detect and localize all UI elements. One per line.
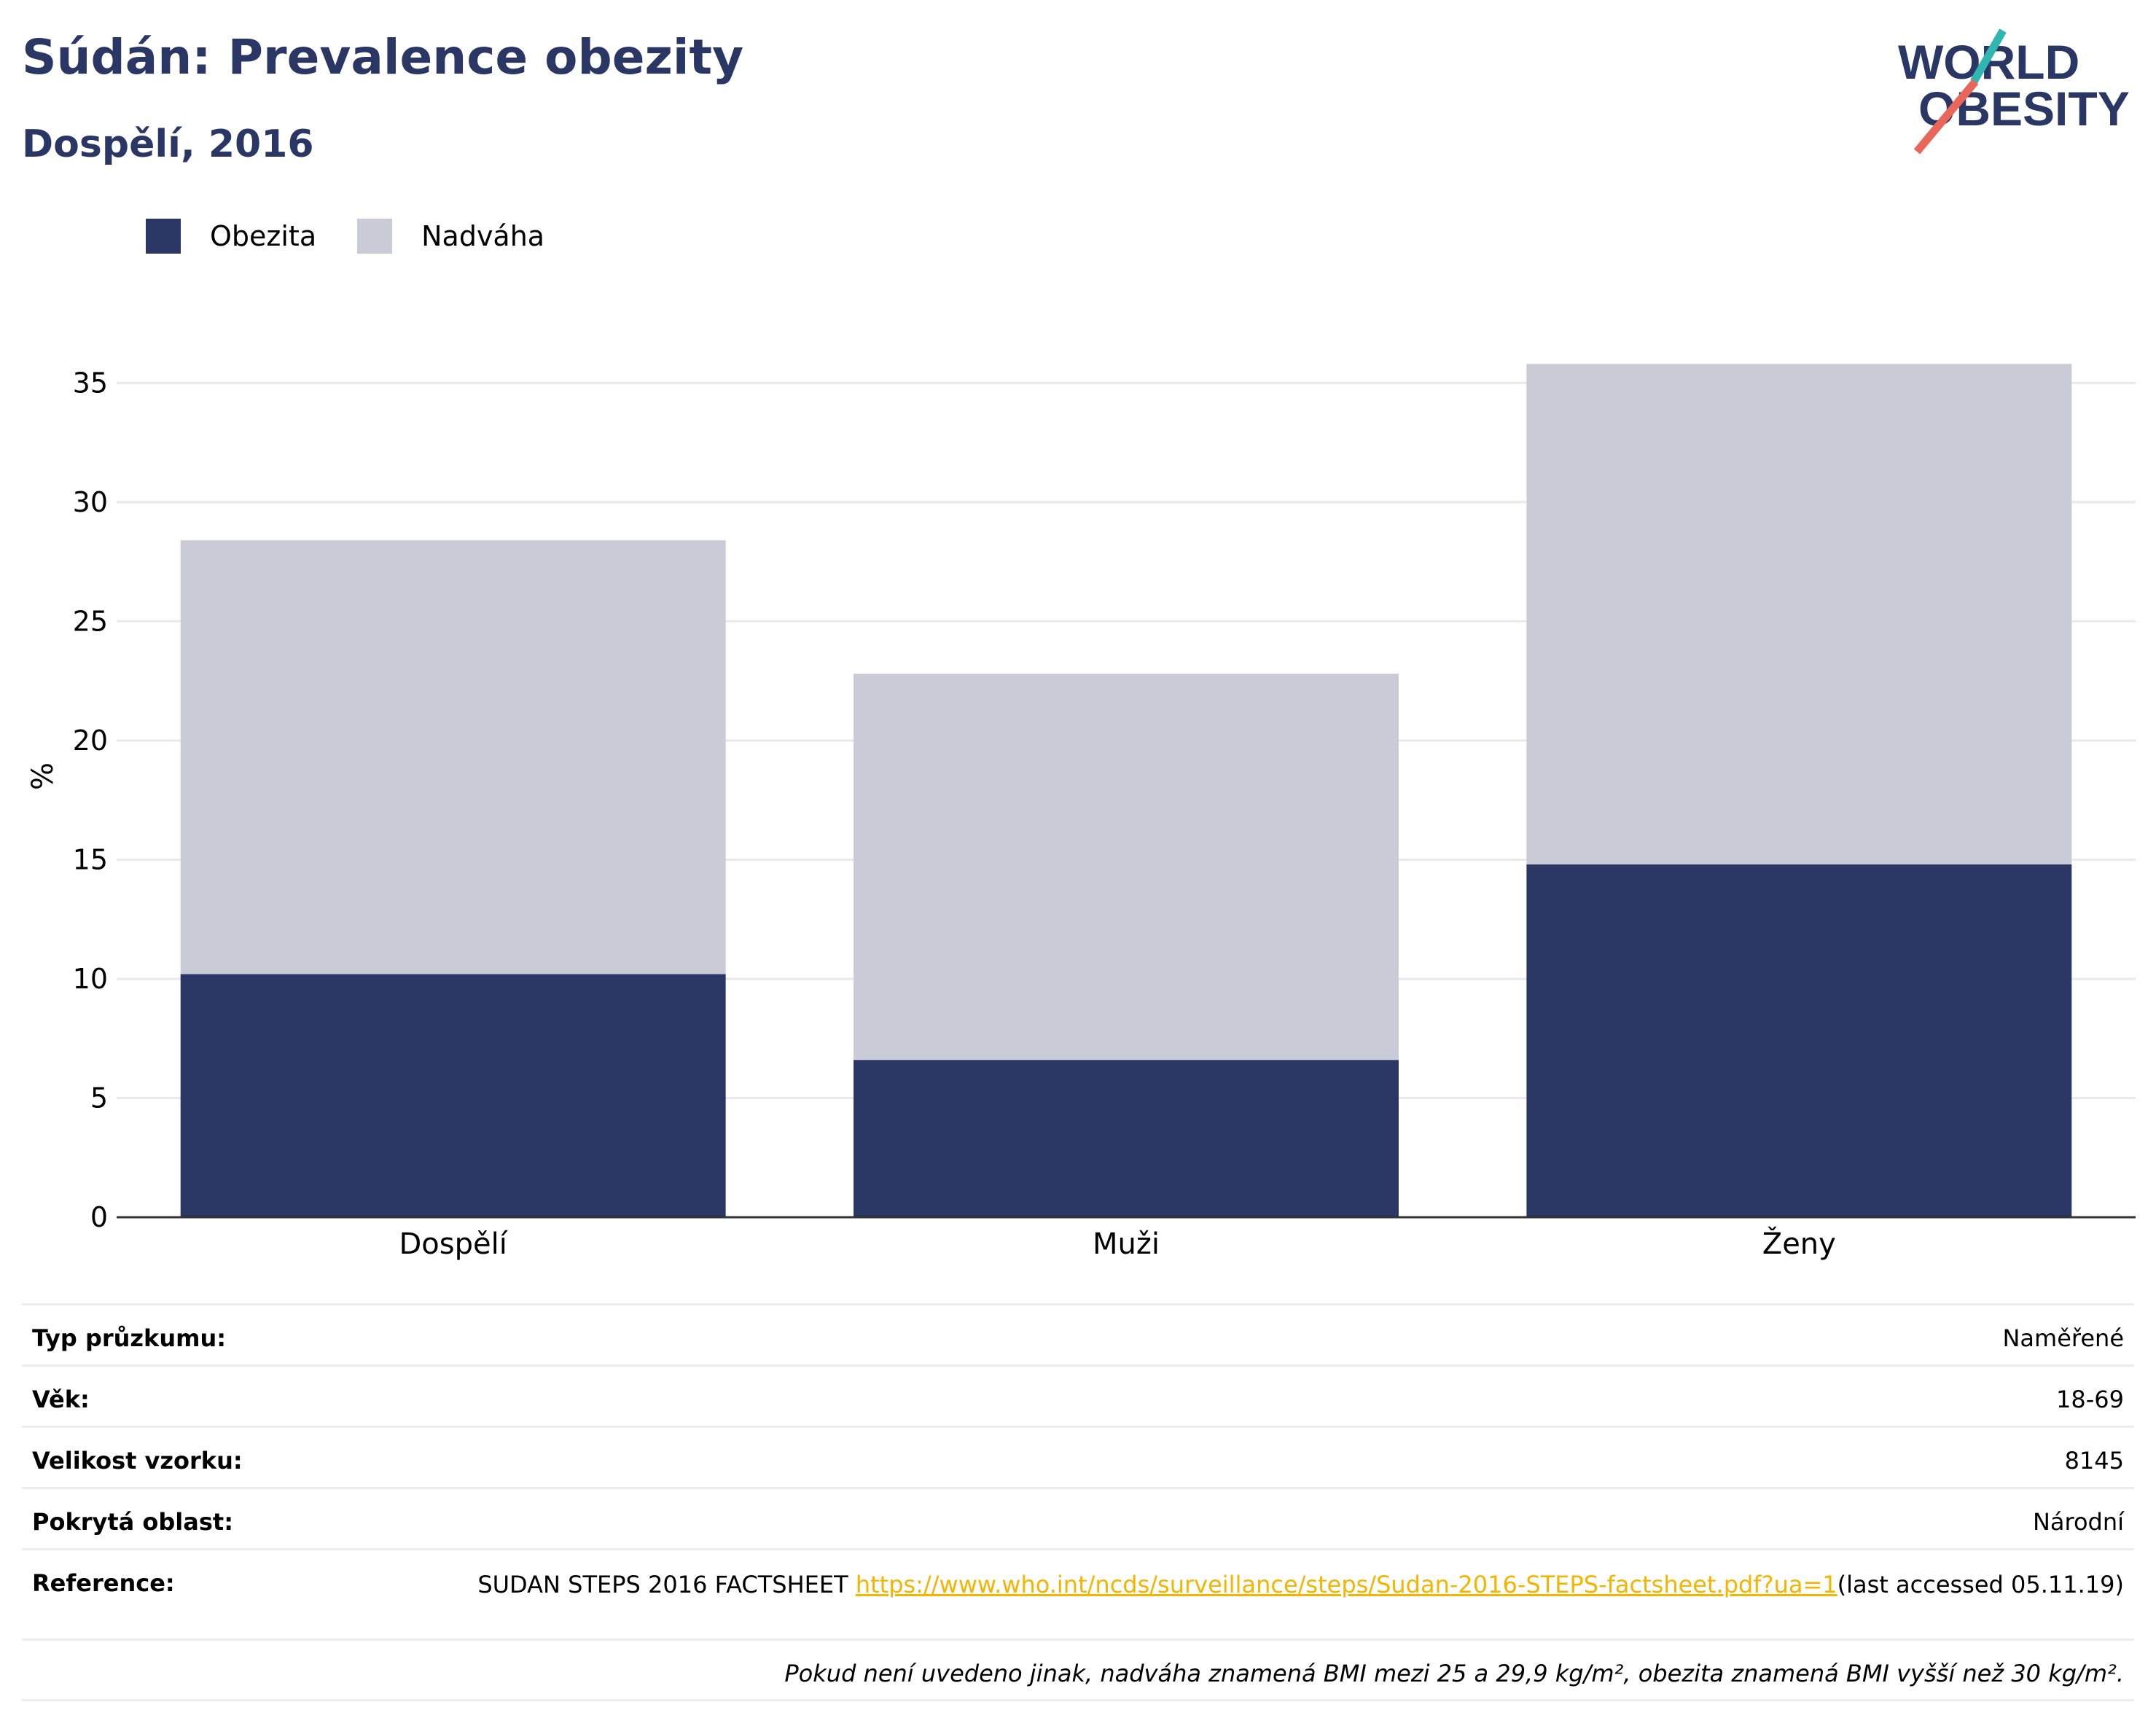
legend-label-obesity: Obezita [210,220,317,252]
meta-key: Typ průzkumu: [32,1324,227,1352]
meta-row-sample-size: Velikost vzorku: 8145 [22,1426,2134,1487]
meta-row-reference: Reference: SUDAN STEPS 2016 FACTSHEET ht… [22,1548,2134,1639]
y-tick-label: 15 [73,843,108,875]
survey-info-table: Typ průzkumu: Naměřené Věk: 18-69 Veliko… [22,1303,2134,1701]
legend-label-overweight: Nadváha [421,220,545,252]
reference-link[interactable]: https://www.who.int/ncds/surveillance/st… [855,1571,1837,1598]
legend-swatch-obesity [146,219,181,254]
meta-row-note: Pokud není uvedeno jinak, nadváha znamen… [22,1639,2134,1701]
world-obesity-logo: WORLD OBESITY [1898,29,2130,155]
page-title: Súdán: Prevalence obezity [22,29,744,85]
reference-suffix: (last accessed 05.11.19) [1837,1571,2124,1598]
reference-text: SUDAN STEPS 2016 FACTSHEET [477,1571,856,1598]
y-axis-label: % [26,762,60,790]
meta-key: Věk: [32,1386,90,1413]
y-tick-label: 10 [73,963,108,995]
meta-value: Naměřené [2002,1324,2124,1352]
bar-overweight [180,540,726,975]
meta-value: 18-69 [2056,1386,2124,1413]
meta-row-survey-type: Typ průzkumu: Naměřené [22,1303,2134,1364]
meta-key: Reference: [32,1569,175,1597]
y-tick-label: 35 [73,367,108,399]
meta-value: Národní [2032,1508,2124,1536]
meta-value: 8145 [2064,1447,2124,1475]
y-tick-label: 20 [73,725,108,757]
meta-key: Velikost vzorku: [32,1447,243,1475]
y-tick-label: 5 [90,1082,108,1114]
legend-item-overweight[interactable]: Nadváha [357,219,544,254]
chart-legend: Obezita Nadváha [146,219,585,254]
logo-slash-coral [1913,79,1979,155]
legend-swatch-overweight [357,219,393,254]
bar-overweight [1526,364,2072,864]
y-tick-label: 30 [73,486,108,518]
bmi-note: Pokud není uvedeno jinak, nadváha znamen… [784,1660,2124,1687]
meta-key: Pokrytá oblast: [32,1508,233,1536]
y-tick-label: 0 [90,1201,108,1233]
x-tick-label: Muži [1093,1227,1160,1261]
page-subtitle: Dospělí, 2016 [22,122,314,166]
y-tick-label: 25 [73,605,108,637]
bar-overweight [854,673,1399,1061]
x-tick-label: Dospělí [399,1227,508,1261]
reference-value: SUDAN STEPS 2016 FACTSHEET https://www.w… [448,1569,2124,1601]
bar-chart: 0 5 10 15 20 25 30 35% Dospělí Muži Ženy [26,364,2136,1261]
bar-obesity [1526,864,2072,1217]
x-tick-label: Ženy [1762,1226,1836,1261]
meta-row-age: Věk: 18-69 [22,1364,2134,1426]
logo-slash-teal [1970,29,2007,84]
meta-row-area: Pokrytá oblast: Národní [22,1487,2134,1548]
legend-item-obesity[interactable]: Obezita [146,219,316,254]
bar-obesity [180,974,726,1217]
bar-obesity [854,1060,1399,1217]
